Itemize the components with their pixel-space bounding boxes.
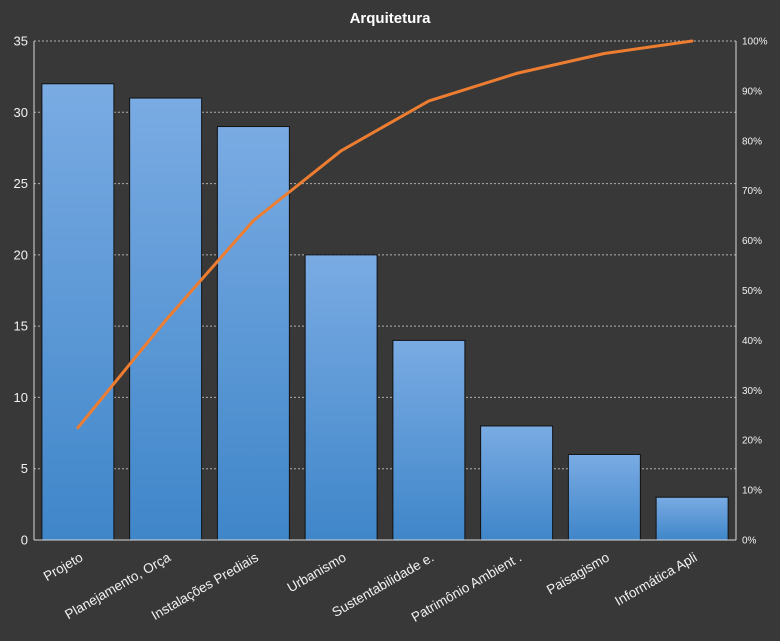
y-tick-label: 0 [21, 533, 28, 548]
bar [392, 339, 466, 541]
y2-tick-label: 30% [742, 386, 762, 397]
y2-tick-label: 100% [742, 37, 768, 48]
bar [480, 425, 554, 541]
left-axis: 0 5 10 15 20 25 30 35 [14, 34, 35, 548]
y2-tick-label: 40% [742, 336, 762, 347]
y-tick-label: 5 [21, 461, 28, 476]
right-axis: 0% 10% 20% 30% 40% 50% 60% 70% 80% 90% 100% [735, 37, 768, 547]
category-label: Paisagismo [544, 550, 612, 598]
y-tick-label: 35 [14, 34, 28, 49]
category-label: Informática Apli [612, 550, 699, 609]
y-tick-label: 10 [14, 390, 28, 405]
bar [304, 254, 378, 541]
cumulative-line [76, 39, 694, 430]
cumulative-line-layer [76, 39, 694, 430]
y2-tick-label: 80% [742, 136, 762, 147]
category-label: Projeto [41, 550, 86, 584]
y-tick-label: 15 [14, 319, 28, 334]
chart-title: Arquitetura [350, 10, 431, 27]
y-tick-label: 20 [14, 247, 28, 262]
y2-tick-label: 20% [742, 436, 762, 447]
bar [567, 453, 641, 541]
y2-tick-label: 0% [742, 536, 757, 547]
category-label: Urbanismo [285, 550, 349, 596]
bar [216, 126, 290, 541]
y-tick-label: 25 [14, 176, 28, 191]
y2-tick-label: 10% [742, 486, 762, 497]
bars [41, 83, 729, 541]
bar [655, 496, 729, 541]
y2-tick-label: 70% [742, 186, 762, 197]
y-tick-label: 30 [14, 105, 28, 120]
y2-tick-label: 50% [742, 286, 762, 297]
y2-tick-label: 60% [742, 236, 762, 247]
y2-tick-label: 90% [742, 86, 762, 97]
bar [41, 83, 115, 541]
